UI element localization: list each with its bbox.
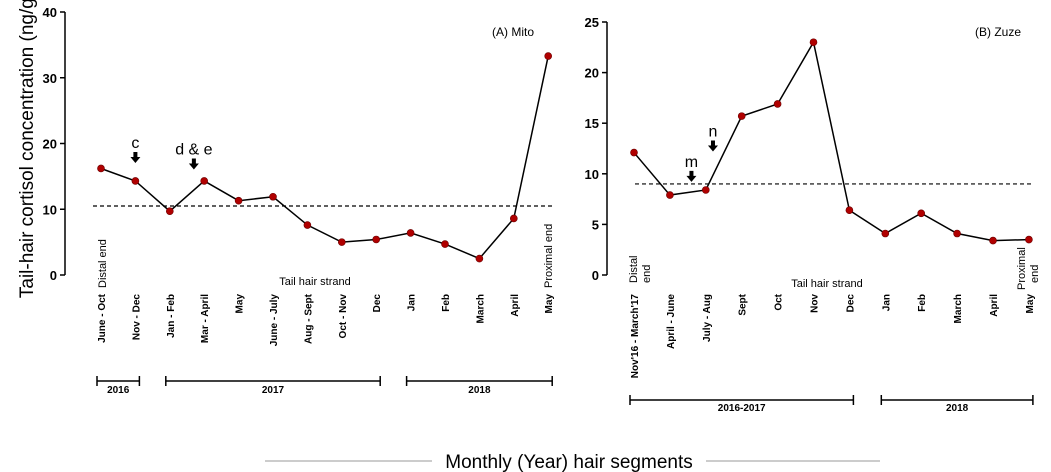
panel-b-x-tick-label: Feb xyxy=(917,294,928,312)
panel-a: (A) Mito Tail hair strand Distal end Pro… xyxy=(43,5,556,396)
panel-a-x-tick-label: Jan xyxy=(407,294,418,311)
panel-b-series-line xyxy=(633,40,1029,242)
panel-b-marker-label: n xyxy=(709,124,718,141)
panel-a-data-point xyxy=(303,221,312,229)
panel-a-y-tick-label: 10 xyxy=(43,202,57,217)
panel-b-proximal-label-2: end xyxy=(1029,265,1041,283)
panel-a-data-point xyxy=(200,177,208,185)
panel-a-x-tick-label: May xyxy=(544,294,555,314)
panel-a-series-line xyxy=(100,55,549,260)
panel-a-label: (A) Mito xyxy=(492,25,534,39)
panel-b-x-tick-label: Nov xyxy=(810,294,821,313)
panel-b-proximal-label-1: Proximal xyxy=(1016,247,1028,290)
panel-b-data-point xyxy=(989,236,997,245)
panel-b-year-label: 2016-2017 xyxy=(718,403,766,414)
panel-a-data-point xyxy=(509,214,518,223)
panel-a-x-tick-label: June - July xyxy=(269,294,280,347)
panel-a-data-point xyxy=(406,229,415,237)
panel-a-x-tick-label: Dec xyxy=(372,294,383,313)
panel-b-x-tick-label: March xyxy=(953,294,964,323)
panel-b-x-tick-label: Sept xyxy=(738,293,749,315)
panel-b-distal-label-1: Distal xyxy=(628,255,640,283)
panel-a-x-tick-label: Nov - Dec xyxy=(131,294,142,341)
panel-b-distal-label-2: end xyxy=(641,265,653,283)
panel-b-x-tick-label: Dec xyxy=(845,294,856,313)
panel-b-y-tick-label: 15 xyxy=(585,116,599,131)
panel-b: (B) Zuze Tail hair strand Distal end Pro… xyxy=(585,15,1041,414)
panel-b-y-tick-label: 0 xyxy=(592,268,599,283)
panel-b-data-point xyxy=(845,206,854,215)
panel-a-marker-label: d & e xyxy=(175,142,212,159)
panel-a-y-tick-label: 0 xyxy=(50,268,57,283)
panel-b-x-tick-label: April xyxy=(989,294,1000,317)
down-arrow-icon xyxy=(188,158,199,170)
panel-b-marker-label: m xyxy=(685,154,698,171)
panel-a-y-tick-label: 40 xyxy=(43,5,57,20)
panel-b-x-tick-label: Nov'16 - March'17 xyxy=(630,294,641,379)
panel-a-distal-label: Distal end xyxy=(97,239,109,288)
panel-a-x-tick-label: Mar - April xyxy=(200,294,211,343)
panel-b-x-tick-label: Jan xyxy=(881,294,892,311)
panel-b-x-tick-label: July - Aug xyxy=(702,294,713,342)
panel-a-proximal-label: Proximal end xyxy=(543,224,555,288)
panel-a-data-point xyxy=(97,164,105,173)
panel-b-strand-label: Tail hair strand xyxy=(791,278,863,290)
panel-a-x-tick-label: Jan - Feb xyxy=(166,294,177,338)
panel-a-x-tick-label: June - Oct xyxy=(97,293,108,343)
panel-a-marker-label: c xyxy=(131,135,139,152)
panel-b-x-tick-label: May xyxy=(1025,294,1036,314)
panel-b-y-tick-label: 10 xyxy=(585,167,599,182)
panel-a-x-tick-label: Feb xyxy=(441,294,452,312)
panel-a-year-label: 2016 xyxy=(107,385,130,396)
panel-b-data-point xyxy=(666,191,674,199)
panel-a-strand-label: Tail hair strand xyxy=(279,276,351,288)
panel-b-y-tick-label: 20 xyxy=(585,66,599,81)
down-arrow-icon xyxy=(686,170,697,182)
panel-a-x-tick-label: Aug - Sept xyxy=(303,293,314,344)
panel-b-year-label: 2018 xyxy=(946,403,969,414)
panel-b-data-point xyxy=(773,100,782,108)
down-arrow-icon xyxy=(130,151,141,163)
y-axis-title: Tail-hair cortisol concentration (ng/g) xyxy=(17,0,38,298)
panel-a-data-point xyxy=(166,207,174,216)
panel-a-x-tick-label: April xyxy=(510,294,521,317)
panel-a-data-point xyxy=(441,240,449,248)
panel-a-data-point xyxy=(131,177,140,185)
panel-a-data-point xyxy=(544,52,553,60)
panel-b-data-point xyxy=(953,229,961,238)
x-axis-title: Monthly (Year) hair segments xyxy=(445,452,692,472)
panel-a-data-point xyxy=(234,196,243,205)
panel-b-data-point xyxy=(701,186,710,194)
panel-a-data-point xyxy=(337,238,346,246)
panel-a-x-tick-label: Oct - Nov xyxy=(338,294,349,339)
panel-b-y-tick-label: 5 xyxy=(592,217,599,232)
panel-b-label: (B) Zuze xyxy=(975,25,1021,39)
panel-b-data-point xyxy=(630,148,638,157)
panel-a-y-tick-label: 30 xyxy=(43,71,57,86)
panel-a-x-tick-label: May xyxy=(235,294,246,314)
panel-a-data-point xyxy=(372,235,381,244)
panel-b-data-point xyxy=(881,229,890,238)
panel-b-data-point xyxy=(917,209,926,218)
panel-b-y-tick-label: 25 xyxy=(585,15,599,30)
panel-b-data-point xyxy=(809,38,818,47)
panel-a-data-point xyxy=(475,254,484,263)
down-arrow-icon xyxy=(707,140,718,152)
panel-a-year-label: 2018 xyxy=(468,385,491,396)
panel-b-data-point xyxy=(737,112,746,120)
panel-a-x-tick-label: March xyxy=(475,294,486,323)
panel-b-data-point xyxy=(1025,235,1033,244)
panel-a-y-tick-label: 20 xyxy=(43,137,57,152)
panel-a-year-label: 2017 xyxy=(262,385,285,396)
panel-a-data-point xyxy=(269,192,277,201)
panel-b-x-tick-label: Oct xyxy=(774,293,785,310)
panel-b-x-tick-label: April - June xyxy=(666,294,677,349)
